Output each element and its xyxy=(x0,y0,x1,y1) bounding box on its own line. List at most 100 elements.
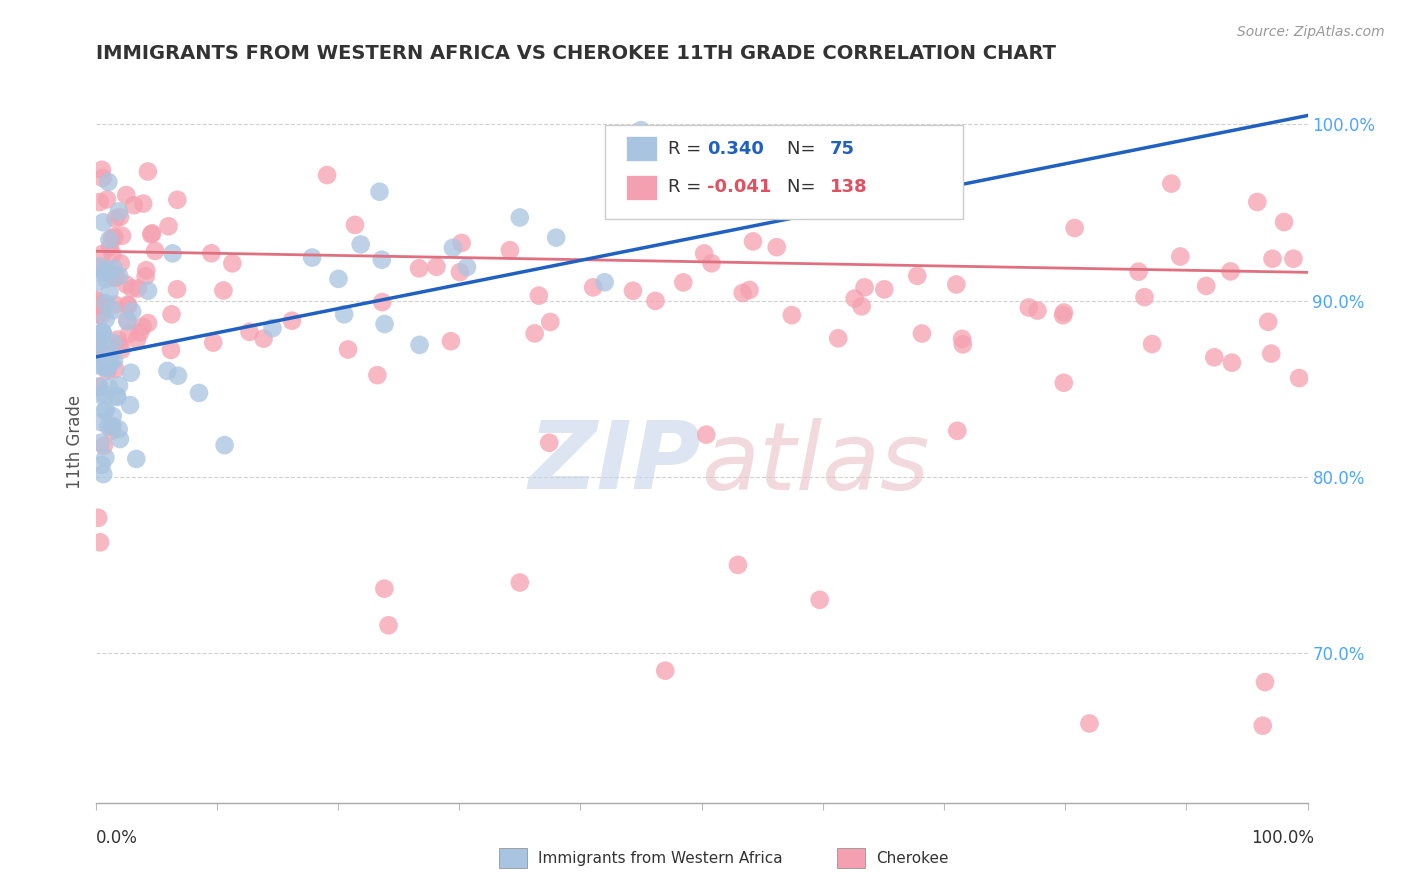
Point xyxy=(141,227,163,242)
Point xyxy=(135,269,157,284)
Text: R =: R = xyxy=(668,178,707,196)
Point xyxy=(499,244,522,258)
Point xyxy=(328,272,350,286)
Point xyxy=(952,337,974,351)
Point xyxy=(91,171,114,186)
Text: Source: ZipAtlas.com: Source: ZipAtlas.com xyxy=(1237,25,1385,39)
Point xyxy=(654,664,676,678)
Point xyxy=(86,332,108,346)
Point xyxy=(644,293,666,308)
Point xyxy=(87,275,110,289)
Text: 0.340: 0.340 xyxy=(707,140,763,158)
Point xyxy=(91,215,114,229)
Point xyxy=(1220,356,1243,370)
Point xyxy=(742,235,765,249)
Point xyxy=(121,281,143,295)
Point xyxy=(103,261,125,276)
Point xyxy=(103,335,125,350)
Point xyxy=(202,335,225,350)
Point xyxy=(91,325,114,339)
Point xyxy=(700,256,723,270)
Point xyxy=(188,386,211,401)
Point xyxy=(538,315,561,329)
Point xyxy=(101,231,124,245)
Point xyxy=(90,309,112,323)
Point xyxy=(115,277,138,292)
Point xyxy=(408,261,430,276)
Point xyxy=(162,246,184,260)
Point xyxy=(1204,351,1226,365)
Point xyxy=(262,321,284,335)
Text: N=: N= xyxy=(787,178,821,196)
Point xyxy=(1018,301,1040,315)
Text: -0.041: -0.041 xyxy=(707,178,772,196)
Point xyxy=(1251,719,1274,733)
Point xyxy=(509,575,531,590)
Point xyxy=(96,263,118,277)
Point xyxy=(117,298,139,312)
Point xyxy=(104,298,127,312)
Point xyxy=(214,438,236,452)
Text: ZIP: ZIP xyxy=(529,417,702,509)
Point xyxy=(873,282,896,296)
Point xyxy=(136,164,159,178)
Point xyxy=(91,326,114,340)
Point xyxy=(87,333,110,347)
Point xyxy=(1246,194,1268,209)
Point xyxy=(672,276,695,290)
Point xyxy=(374,317,396,331)
Point xyxy=(301,251,323,265)
Point xyxy=(853,280,876,294)
Point xyxy=(157,219,180,234)
Point xyxy=(89,415,111,429)
Point xyxy=(593,275,616,289)
Point xyxy=(371,252,394,267)
Point xyxy=(160,343,183,357)
Point xyxy=(425,260,447,274)
Point xyxy=(129,326,152,340)
Text: atlas: atlas xyxy=(702,417,929,508)
Point xyxy=(86,308,108,322)
Point xyxy=(450,235,472,250)
Point xyxy=(108,268,131,283)
Point xyxy=(527,288,550,302)
Point xyxy=(97,419,120,434)
Point xyxy=(117,314,139,328)
Point xyxy=(84,293,107,307)
Point xyxy=(86,358,108,372)
Point xyxy=(1219,264,1241,278)
Point xyxy=(90,458,112,472)
Point xyxy=(765,240,787,254)
Text: 138: 138 xyxy=(830,178,868,196)
Point xyxy=(1053,376,1076,390)
Point xyxy=(945,277,967,292)
Point xyxy=(371,295,394,310)
Point xyxy=(738,283,761,297)
Point xyxy=(108,378,131,392)
Point xyxy=(509,211,531,225)
Point xyxy=(827,331,849,345)
Point xyxy=(141,227,163,241)
Point xyxy=(96,364,118,378)
Text: Immigrants from Western Africa: Immigrants from Western Africa xyxy=(538,851,783,865)
Point xyxy=(97,380,120,394)
Point xyxy=(666,134,689,148)
Point xyxy=(103,353,125,368)
Text: 0.0%: 0.0% xyxy=(96,829,138,847)
Point xyxy=(122,198,145,212)
Point xyxy=(87,379,110,393)
Point xyxy=(93,403,115,417)
Point xyxy=(1195,279,1218,293)
Point xyxy=(90,435,112,450)
Text: 100.0%: 100.0% xyxy=(1251,829,1315,847)
Point xyxy=(780,308,803,322)
Point xyxy=(1272,215,1295,229)
Point xyxy=(117,313,139,327)
Point xyxy=(851,299,873,313)
Point xyxy=(167,368,190,383)
Point xyxy=(97,175,120,189)
Point xyxy=(449,265,471,279)
Point xyxy=(108,210,131,224)
Point xyxy=(87,335,110,350)
Point xyxy=(221,256,243,270)
